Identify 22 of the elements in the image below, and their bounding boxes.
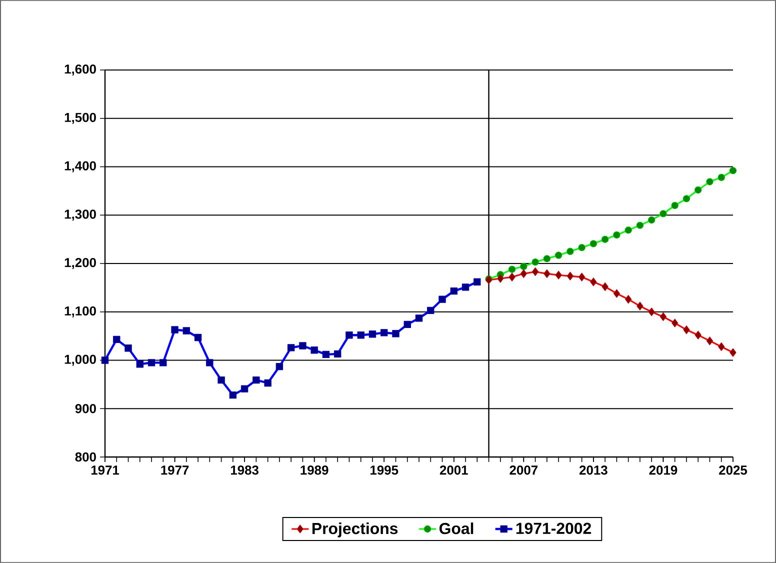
x-tick-label: 1977 <box>161 466 189 475</box>
y-tick-label: 1,500 <box>64 112 96 124</box>
x-tick-label: 1971 <box>91 466 120 475</box>
x-tick-label: 2007 <box>510 466 538 475</box>
y-tick-label: 1,400 <box>64 161 96 172</box>
y-tick-label: 1,100 <box>64 306 96 318</box>
x-tick-label: 1983 <box>230 466 258 475</box>
x-tick-label: 1995 <box>370 466 398 475</box>
x-tick-label: 2025 <box>719 466 748 475</box>
y-tick-label: 1,300 <box>64 210 96 221</box>
x-tick-label: 2001 <box>440 466 468 475</box>
y-tick-label: 800 <box>75 452 96 462</box>
y-tick-label: 1,600 <box>64 64 96 76</box>
legend-label: Goal <box>439 522 474 534</box>
legend-label: Projections <box>312 522 398 538</box>
y-tick-label: 1,000 <box>64 354 96 366</box>
y-tick-label: 1,200 <box>64 258 96 270</box>
x-tick-label: 2013 <box>579 466 608 475</box>
y-tick-label: 900 <box>75 404 96 414</box>
legend-label: 1971-2002 <box>516 522 591 534</box>
x-tick-label: 2019 <box>649 466 678 475</box>
x-tick-label: 1989 <box>300 466 328 475</box>
